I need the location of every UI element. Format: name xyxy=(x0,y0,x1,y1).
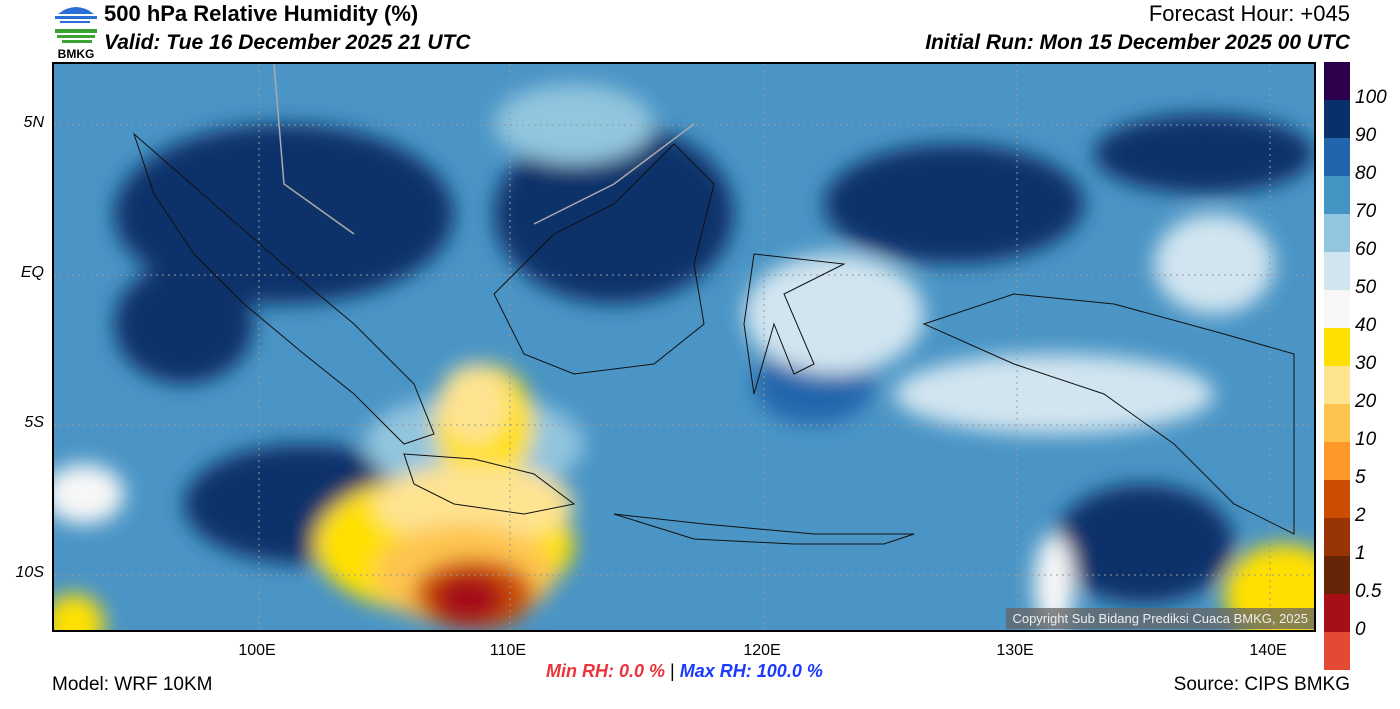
lon-label: 140E xyxy=(1249,642,1287,659)
colorbar-label: 10 xyxy=(1355,429,1377,450)
borneo-coastline xyxy=(493,143,715,375)
colorbar-swatch xyxy=(1324,518,1350,556)
papua-coastline xyxy=(922,293,1295,535)
lat-label: 5S xyxy=(24,414,44,431)
model-label: Model: WRF 10KM xyxy=(52,674,213,695)
colorbar-label: 70 xyxy=(1355,201,1377,222)
lon-label: 110E xyxy=(489,642,527,659)
colorbar-label: 30 xyxy=(1355,353,1377,374)
colorbar-swatch xyxy=(1324,252,1350,290)
lat-label: 5N xyxy=(23,114,44,131)
colorbar-swatch xyxy=(1324,62,1350,100)
lat-label: EQ xyxy=(20,264,44,281)
colorbar-swatch xyxy=(1324,176,1350,214)
copyright-notice: Copyright Sub Bidang Prediksi Cuaca BMKG… xyxy=(1006,608,1314,629)
lon-label: 130E xyxy=(996,642,1034,659)
lon-label: 100E xyxy=(238,642,276,659)
forecast-hour: Forecast Hour: +045 xyxy=(1148,1,1350,26)
colorbar-label: 5 xyxy=(1355,467,1366,488)
colorbar-label: 20 xyxy=(1355,391,1377,412)
colorbar-swatch xyxy=(1324,100,1350,138)
colorbar-swatch xyxy=(1324,366,1350,404)
colorbar-label: 100 xyxy=(1355,87,1387,108)
min-rh-value: 0.0 % xyxy=(619,661,666,681)
colorbar-label: 40 xyxy=(1355,315,1377,336)
colorbar-label: 2 xyxy=(1355,505,1366,526)
min-rh-label: Min RH: xyxy=(546,661,614,681)
colorbar-label: 1 xyxy=(1355,543,1366,564)
source-label: Source: CIPS BMKG xyxy=(1173,674,1350,695)
svg-text:BMKG: BMKG xyxy=(58,47,95,60)
initial-run: Initial Run: Mon 15 December 2025 00 UTC xyxy=(925,31,1350,54)
max-rh-label: Max RH: xyxy=(679,661,752,681)
humidity-map[interactable] xyxy=(52,62,1316,632)
lat-label: 10S xyxy=(15,564,44,581)
map-title: 500 hPa Relative Humidity (%) xyxy=(104,1,419,26)
colorbar-label: 60 xyxy=(1355,239,1377,260)
rh-stats: Min RH: 0.0 % | Max RH: 100.0 % xyxy=(546,661,823,682)
bmkg-logo: BMKG xyxy=(52,2,100,61)
valid-time: Valid: Tue 16 December 2025 21 UTC xyxy=(104,31,471,54)
colorbar-label: 0 xyxy=(1355,619,1366,640)
colorbar-swatch xyxy=(1324,138,1350,176)
colorbar-swatch xyxy=(1324,442,1350,480)
colorbar-label: 0.5 xyxy=(1355,581,1382,602)
colorbar-label: 80 xyxy=(1355,163,1377,184)
colorbar-swatch xyxy=(1324,328,1350,366)
colorbar-swatch xyxy=(1324,290,1350,328)
colorbar-swatch xyxy=(1324,214,1350,252)
colorbar-label: 50 xyxy=(1355,277,1377,298)
colorbar-swatch xyxy=(1324,632,1350,670)
colorbar-swatch xyxy=(1324,594,1350,632)
colorbar-label: 90 xyxy=(1355,125,1377,146)
java-coastline xyxy=(403,453,576,515)
sumatra-coastline xyxy=(132,132,435,445)
max-rh-value: 100.0 % xyxy=(756,661,823,681)
colorbar-swatch xyxy=(1324,556,1350,594)
separator: | xyxy=(670,661,675,681)
lon-label: 120E xyxy=(743,642,781,659)
colorbar-swatch xyxy=(1324,480,1350,518)
sulawesi-coastline xyxy=(743,253,846,395)
colorbar-swatch xyxy=(1324,404,1350,442)
nusa-tenggara-coastline xyxy=(613,513,915,545)
